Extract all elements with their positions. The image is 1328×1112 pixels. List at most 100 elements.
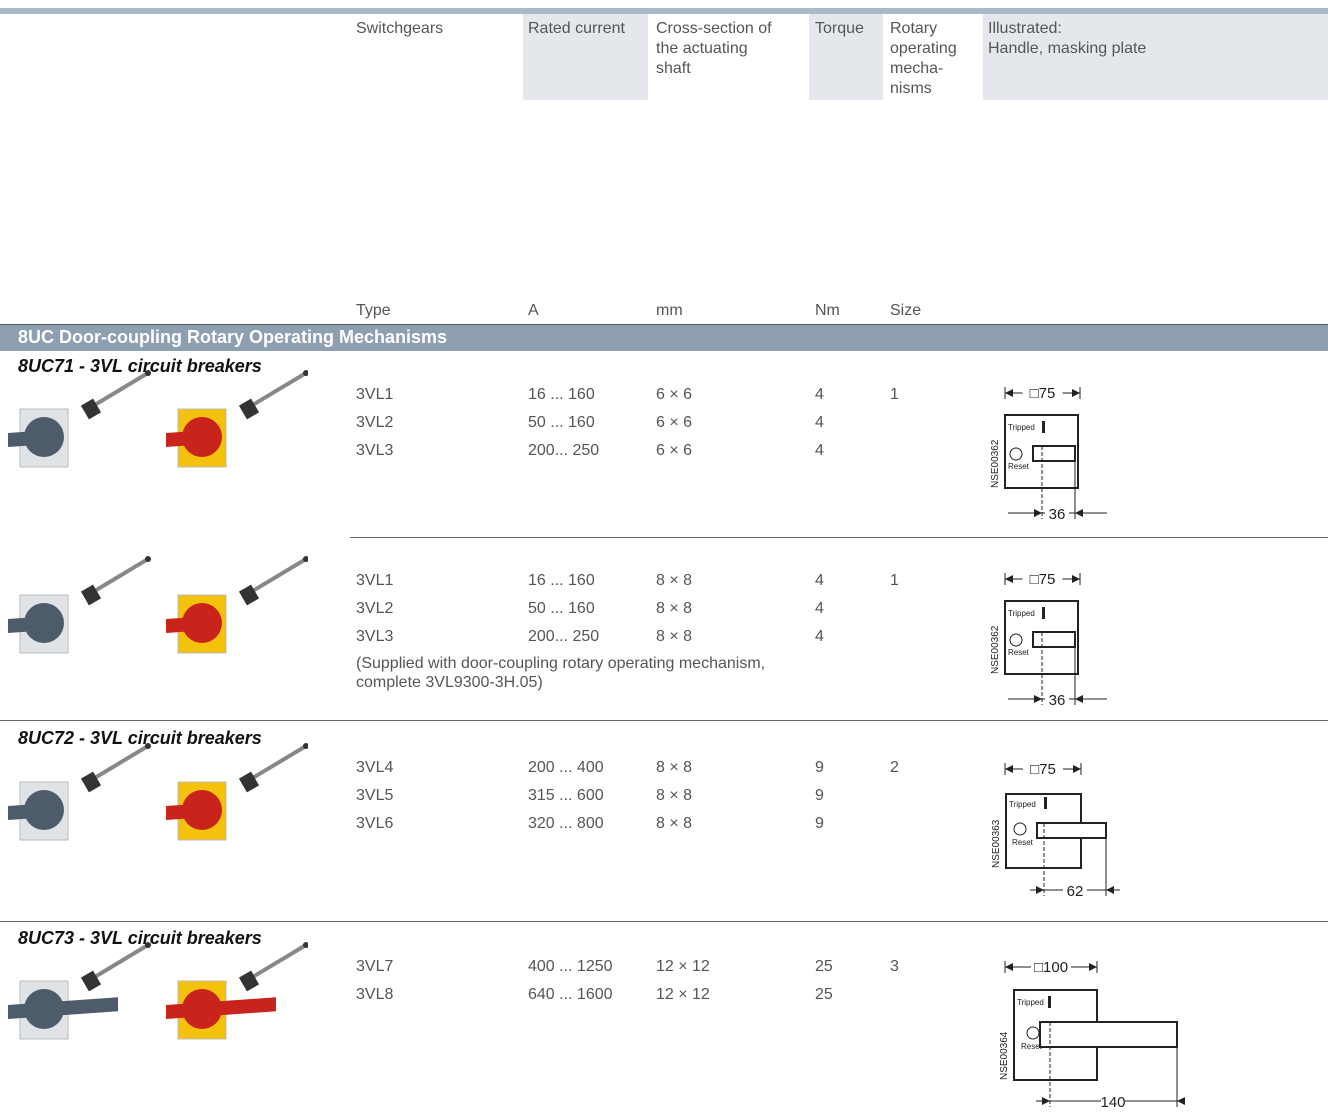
cell: 6 × 6 <box>656 442 693 459</box>
tripped-label: Tripped <box>1008 423 1035 432</box>
dimension-label: 36 <box>1049 692 1066 707</box>
line <box>86 557 150 597</box>
label-bg <box>1045 690 1069 707</box>
handle-outline <box>1032 631 1076 648</box>
unit-label: Size <box>890 302 922 319</box>
line <box>244 371 308 411</box>
arrow-head <box>1005 575 1013 583</box>
cell: 4 <box>815 386 824 403</box>
tripped-label: Tripped <box>1009 800 1036 809</box>
cell: 1 <box>890 572 899 589</box>
dimension-label: □100 <box>1034 959 1068 976</box>
cell: 9 <box>815 759 824 776</box>
dimension-label: □75 <box>1030 761 1056 778</box>
unit-label: A <box>528 302 539 319</box>
line <box>86 943 150 983</box>
tripped-mark <box>1042 421 1045 433</box>
product-photo <box>8 743 308 841</box>
cell: 3VL5 <box>356 787 394 804</box>
circle <box>145 556 151 562</box>
unit-label: Type <box>356 302 391 319</box>
line <box>244 744 308 784</box>
circle <box>1026 1026 1040 1040</box>
circle <box>303 743 308 749</box>
arrow-head <box>1005 765 1013 773</box>
arrow-head <box>1072 575 1080 583</box>
cell: 4 <box>815 600 824 617</box>
handle-outline <box>1032 445 1076 462</box>
drawing-code: NSE00362 <box>990 625 1001 674</box>
dimension-label: 62 <box>1067 883 1084 900</box>
arrow-head <box>1042 1097 1050 1105</box>
note: (Supplied with door-coupling rotary oper… <box>356 655 766 672</box>
header-shade <box>523 14 648 100</box>
cell: 3VL2 <box>356 600 394 617</box>
cell: 3VL2 <box>356 414 394 431</box>
cell: 200... 250 <box>528 628 600 645</box>
cell: 6 × 6 <box>656 414 693 431</box>
note: complete 3VL9300-3H.05) <box>356 674 543 691</box>
header-cell: the actuating <box>656 40 748 57</box>
circle <box>303 556 308 562</box>
top-bar <box>0 8 1328 14</box>
circle <box>145 743 151 749</box>
header-cell: shaft <box>656 60 691 77</box>
rect <box>238 584 260 606</box>
circle <box>145 942 151 948</box>
arrow-head <box>1089 963 1097 971</box>
separator <box>350 537 1328 538</box>
dimension-drawing: □75 Tripped Reset NSE00362 36 <box>990 570 1107 707</box>
handle <box>8 370 151 468</box>
section-title: 8UC Door-coupling Rotary Operating Mecha… <box>18 327 448 347</box>
cell: 9 <box>815 787 824 804</box>
handle <box>8 942 151 1040</box>
header-cell: Rotary <box>890 20 938 37</box>
rect <box>8 802 62 820</box>
header-cell: Handle, masking plate <box>988 40 1147 57</box>
cell: 8 × 8 <box>656 572 693 589</box>
cell: 16 ... 160 <box>528 572 595 589</box>
arrow-head <box>1075 695 1083 703</box>
header-cell: Rated current <box>528 20 625 37</box>
cell: 16 ... 160 <box>528 386 595 403</box>
cell: 200 ... 400 <box>528 759 604 776</box>
line <box>86 371 150 411</box>
handle-outline <box>1039 1021 1178 1048</box>
header-cell: Switchgears <box>356 20 444 37</box>
header-shade <box>983 14 1328 100</box>
cell: 8 × 8 <box>656 600 693 617</box>
dimension-label: 140 <box>1100 1094 1125 1107</box>
rect <box>166 429 220 447</box>
rect <box>80 771 102 793</box>
drawing-code: NSE00363 <box>991 819 1002 868</box>
product-photo <box>8 370 308 468</box>
cell: 4 <box>815 414 824 431</box>
rect <box>166 615 220 633</box>
rect <box>166 802 220 820</box>
dimension-label: □75 <box>1030 385 1056 402</box>
product-photo <box>8 942 308 1040</box>
label-bg <box>1045 504 1069 521</box>
cell: 200... 250 <box>528 442 600 459</box>
circle <box>145 370 151 376</box>
unit-label: Nm <box>815 302 840 319</box>
section-bar <box>0 324 1328 351</box>
arrow-head <box>1106 886 1114 894</box>
cell: 315 ... 600 <box>528 787 604 804</box>
tripped-mark <box>1048 996 1051 1008</box>
separator <box>0 921 1328 922</box>
tripped-label: Tripped <box>1017 998 1044 1007</box>
cell: 3 <box>890 958 899 975</box>
cell: 4 <box>815 628 824 645</box>
label-bg <box>1031 958 1071 976</box>
cell: 3VL3 <box>356 442 394 459</box>
dimension-drawing: □75 Tripped Reset NSE00363 62 <box>991 760 1120 900</box>
reset-label: Reset <box>1008 462 1030 471</box>
rect <box>8 429 62 447</box>
label-bg <box>1022 384 1063 402</box>
header-cell: nisms <box>890 80 932 97</box>
rect <box>8 997 118 1019</box>
cell: 12 × 12 <box>656 986 710 1003</box>
cell: 3VL6 <box>356 815 394 832</box>
